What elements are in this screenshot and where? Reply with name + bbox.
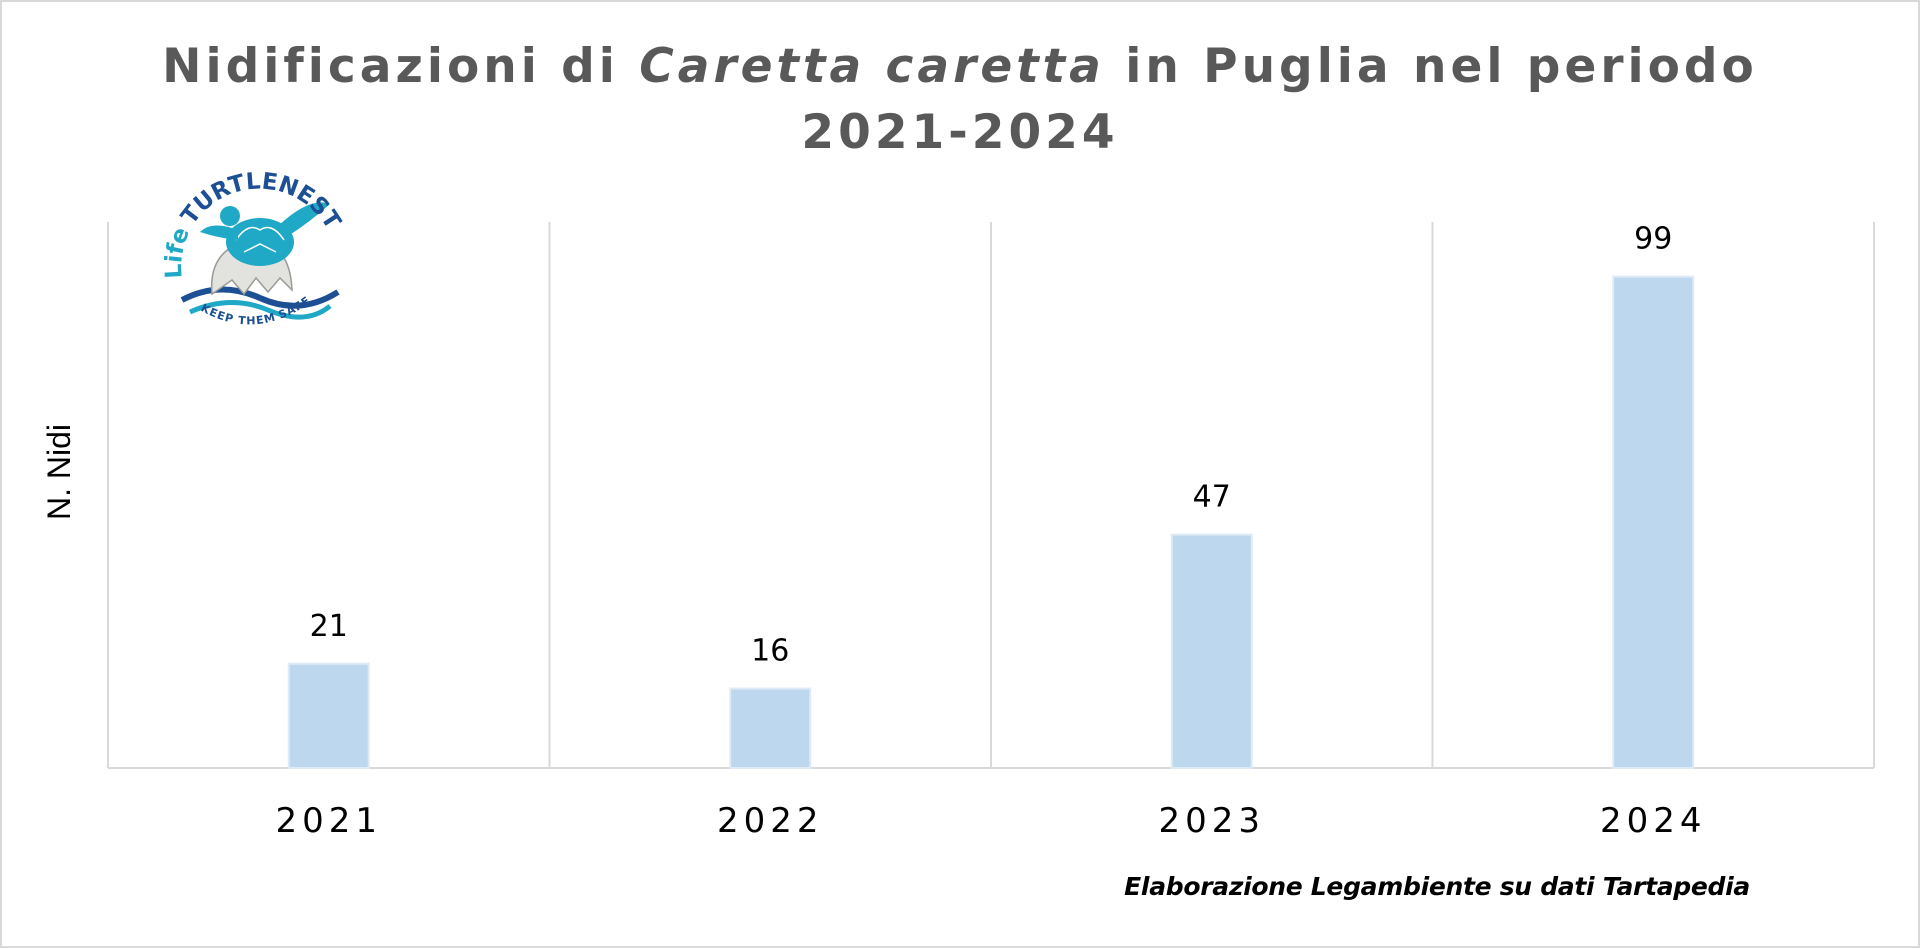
bar-2022 [729,687,812,770]
x-tick-2024: 2024 [1600,801,1707,841]
logo-waves-icon [180,286,340,320]
bar-2021 [287,662,370,769]
x-tick-2021: 2021 [275,801,382,841]
bar-2024 [1612,275,1695,769]
chart-title-line2: 2021-2024 [801,105,1119,160]
x-tick-2023: 2023 [1158,801,1265,841]
data-labels: 21 16 47 99 [310,222,1673,669]
gridlines [107,222,1875,769]
bars [287,275,1695,770]
x-tick-labels: 2021 2022 2023 2024 [275,801,1707,841]
life-turtlenest-logo: LifeTURTLENEST KEEP THEMSAFE [161,168,346,327]
data-label-2023: 47 [1193,480,1231,515]
data-label-2022: 16 [751,634,789,669]
chart-title: Nidificazioni di Caretta caretta in Pugl… [0,34,1920,166]
x-tick-2022: 2022 [717,801,824,841]
data-label-2021: 21 [310,609,348,644]
data-label-2024: 99 [1634,222,1672,257]
source-credit: Elaborazione Legambiente su dati Tartape… [1124,872,1750,901]
logo-turtle-icon [200,202,330,266]
bar-2023 [1170,533,1253,770]
y-axis-label: N. Nidi [41,424,77,520]
chart-title-line1: Nidificazioni di Caretta caretta in Pugl… [162,39,1758,94]
